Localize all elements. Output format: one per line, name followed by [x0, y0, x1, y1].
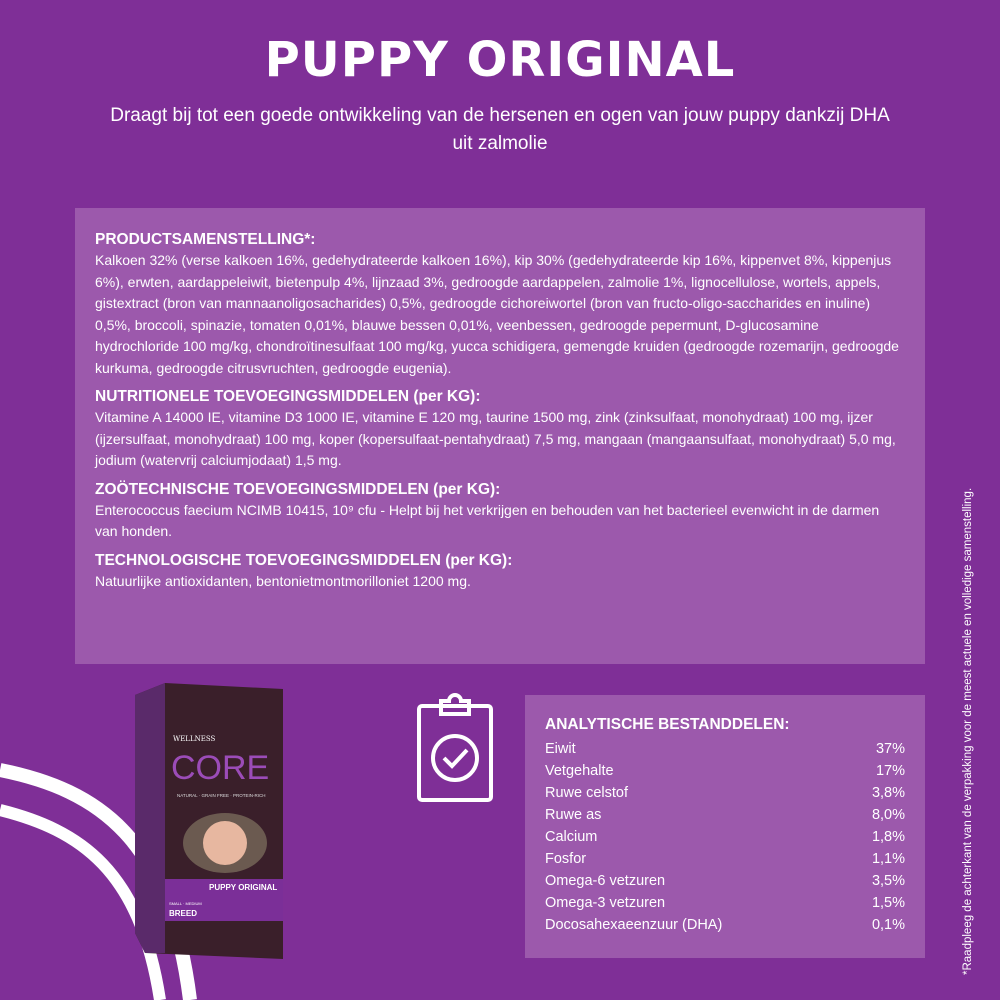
analysis-row: Fosfor 1,1% — [545, 848, 905, 870]
analysis-row: Vetgehalte 17% — [545, 760, 905, 782]
bag-brand: WELLNESS — [173, 735, 216, 743]
analysis-name: Eiwit — [545, 741, 576, 757]
analytical-panel: ANALYTISCHE BESTANDDELEN: Eiwit 37% Vetgeh… — [525, 695, 925, 958]
analysis-name: Omega-6 vetzuren — [545, 873, 666, 889]
section-heading: ZOÖTECHNISCHE TOEVOEGINGSMIDDELEN (per K… — [95, 480, 501, 498]
analysis-value: 8,0% — [871, 807, 905, 823]
bag-tagline: NATURAL · GRAIN FREE · PROTEIN-RICH — [177, 793, 266, 798]
section-heading: NUTRITIONELE TOEVOEGINGSMIDDELEN (per KG… — [95, 388, 481, 405]
section-heading: PRODUCTSAMENSTELLING*: — [95, 231, 316, 248]
analysis-name: Ruwe celstof — [545, 785, 629, 801]
analysis-name: Calcium — [545, 829, 598, 845]
analysis-row: Ruwe as 8,0% — [545, 804, 905, 826]
analysis-name: Vetgehalte — [545, 763, 614, 779]
section-text: Vitamine A 14000 IE, vitamine D3 1000 IE… — [95, 409, 896, 468]
bag-breed-size: SMALL · MEDIUM — [169, 901, 202, 906]
analysis-value: 1,1% — [871, 851, 905, 867]
section-heading: TECHNOLOGISCHE TOEVOEGINGSMIDDELEN (per … — [95, 551, 513, 569]
analysis-name: Omega-3 vetzuren — [545, 895, 666, 911]
bag-logo: CORE — [171, 749, 269, 787]
bag-breed: BREED — [169, 909, 197, 918]
analysis-value: 3,5% — [871, 873, 905, 889]
analysis-value: 3,8% — [871, 785, 905, 801]
analysis-value: 1,8% — [871, 829, 905, 845]
analysis-row: Eiwit 37% — [545, 738, 905, 760]
subtitle: Draagt bij tot een goede ontwikkeling va… — [110, 105, 890, 154]
analytical-heading: ANALYTISCHE BESTANDDELEN: — [545, 716, 790, 733]
clipboard-check-icon — [417, 693, 493, 802]
analysis-value: 17% — [875, 763, 905, 779]
section-text: Kalkoen 32% (verse kalkoen 16%, gedehydr… — [95, 252, 899, 376]
analysis-value: 37% — [875, 741, 905, 757]
analysis-row: Omega-3 vetzuren 1,5% — [545, 892, 905, 914]
analysis-name: Ruwe as — [545, 807, 602, 823]
bag-product: PUPPY ORIGINAL — [209, 883, 277, 892]
analysis-value: 1,5% — [871, 895, 905, 911]
analysis-name: Fosfor — [545, 851, 587, 867]
page-title: PUPPY ORIGINAL — [264, 32, 736, 88]
analysis-row: Omega-6 vetzuren 3,5% — [545, 870, 905, 892]
analysis-row: Docosahexaeenzuur (DHA) 0,1% — [545, 914, 905, 936]
section-text: Enterococcus faecium NCIMB 10415, 10⁹ cf… — [95, 501, 880, 540]
analysis-name: Docosahexaeenzuur (DHA) — [545, 917, 723, 933]
analysis-row: Calcium 1,8% — [545, 826, 905, 848]
analysis-row: Ruwe celstof 3,8% — [545, 782, 905, 804]
product-bag-image: WELLNESS CORE NATURAL · GRAIN FREE · PRO… — [135, 683, 283, 959]
analysis-value: 0,1% — [871, 917, 905, 933]
section-text: Natuurlijke antioxidanten, bentonietmont… — [95, 572, 471, 589]
side-note: *Raadpleeg de achterkant van de verpakki… — [962, 487, 974, 975]
composition-panel: PRODUCTSAMENSTELLING*: Kalkoen 32% (vers… — [75, 208, 925, 664]
